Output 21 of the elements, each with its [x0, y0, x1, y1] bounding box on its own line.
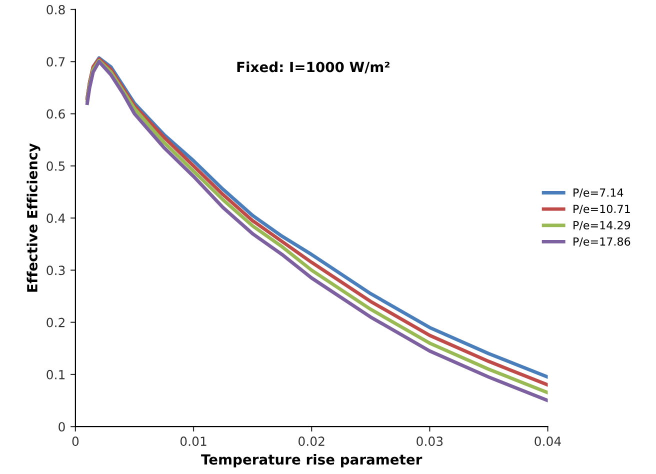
y-tick-label: 0.6 — [46, 109, 65, 119]
y-tick-label: 0.1 — [46, 370, 65, 380]
y-tick-label: 0.2 — [46, 318, 64, 328]
x-tick-label: 0.04 — [534, 436, 561, 446]
y-tick-label: 0.7 — [46, 57, 65, 67]
x-tick-label: 0.03 — [416, 436, 443, 446]
legend-label: P/e=7.14 — [574, 188, 624, 198]
x-axis-title: Temperature rise parameter — [201, 454, 422, 468]
x-tick-label: 0.01 — [180, 436, 206, 446]
y-tick-label: 0 — [58, 422, 65, 432]
legend-label: P/e=17.86 — [574, 237, 630, 247]
y-tick-label: 0.5 — [46, 161, 65, 171]
legend-label: P/e=10.71 — [574, 204, 630, 214]
x-tick-label: 0 — [72, 436, 79, 446]
annotation: Fixed: I=1000 W/m² — [237, 61, 390, 74]
legend-label: P/e=14.29 — [574, 221, 630, 230]
y-tick-label: 0.8 — [46, 4, 65, 14]
y-axis-title: Effective Efficiency — [26, 143, 40, 292]
y-tick-label: 0.4 — [46, 214, 66, 223]
y-tick-label: 0.3 — [46, 266, 65, 276]
x-tick-label: 0.02 — [298, 436, 324, 446]
